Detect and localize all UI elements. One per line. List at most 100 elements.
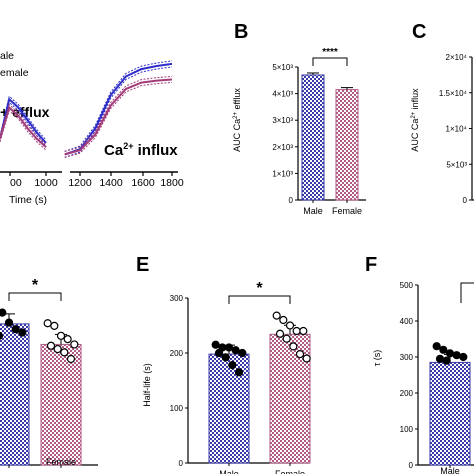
panel-label-e: E — [136, 254, 149, 276]
y-tick-label: 5×10³ — [272, 63, 293, 72]
y-tick-label: 400 — [400, 317, 414, 326]
data-point-male — [221, 353, 230, 362]
efflux-male-line — [0, 95, 47, 141]
data-point-male — [439, 345, 448, 354]
influx-female-line — [64, 76, 173, 152]
y-tick-label: 100 — [400, 425, 414, 434]
data-point-male — [224, 343, 234, 352]
influx-female-line — [64, 82, 173, 158]
y-tick-label: 5×10³ — [446, 160, 467, 169]
data-point-male — [228, 361, 237, 370]
panel-b: B AUC Ca2+ efflux 0 1×10³ 2×10³ 3×10³ 4×10³ 5… — [232, 21, 366, 216]
data-point-male — [4, 318, 14, 327]
data-point-male — [445, 349, 455, 358]
influx-male-line — [64, 60, 173, 152]
y-tick-label: 200 — [170, 349, 184, 358]
y-tick-label: 200 — [400, 389, 414, 398]
x-tick-label: Female — [275, 469, 305, 474]
significance-bracket — [228, 295, 291, 304]
data-point-male — [432, 342, 441, 351]
y-tick-label: 0 — [289, 196, 294, 205]
panel-c: C AUC Ca2+ influx 0 5×10³ 1×10⁴ 1.5×10⁴ 2×10… — [410, 21, 474, 205]
panel-label-c: C — [412, 21, 426, 43]
x-tick-label: 1400 — [99, 177, 123, 189]
y-tick-label: 100 — [170, 404, 184, 413]
significance-bracket — [312, 57, 348, 66]
significance-label: * — [256, 280, 263, 297]
x-tick-label: 1600 — [131, 177, 155, 189]
data-point-female — [70, 340, 79, 349]
y-tick-label: 0 — [463, 196, 468, 205]
y-axis-label: τ (s) — [372, 350, 382, 367]
panel-f: F τ (s) 0 100 200 300 400 500 Male — [365, 254, 474, 474]
y-tick-label: 300 — [170, 294, 184, 303]
data-point-male — [214, 348, 224, 358]
data-point-female — [292, 326, 301, 336]
bar-female — [40, 343, 82, 466]
significance-bracket — [8, 292, 62, 301]
bar-chart-b: 0 1×10³ 2×10³ 3×10³ 4×10³ 5×10³ Male Female **** — [272, 47, 366, 216]
panel-label-b: B — [234, 21, 248, 43]
data-point-male — [11, 325, 20, 334]
panel-label-f: F — [365, 254, 377, 276]
data-point-male — [0, 308, 7, 317]
efflux-female-line — [0, 103, 47, 145]
efflux-male-line — [0, 101, 47, 147]
x-tick-label: Female — [46, 457, 76, 467]
influx-male-line — [64, 62, 173, 156]
data-point-female — [50, 321, 59, 330]
bar-male — [429, 361, 471, 466]
panel-d: Female * — [0, 277, 98, 468]
data-point-female — [279, 315, 288, 325]
data-point-female — [299, 326, 308, 336]
x-tick-label: Male — [219, 469, 239, 474]
legend-female: emale — [0, 67, 29, 79]
y-tick-label: 0 — [409, 461, 414, 470]
significance-bracket — [460, 282, 474, 303]
bar-chart-c: 0 5×10³ 1×10⁴ 1.5×10⁴ 2×10⁴ — [439, 53, 474, 205]
time-course-lines — [0, 60, 173, 158]
influx-annotation: Ca2+ influx — [104, 141, 178, 159]
data-point-female — [275, 329, 285, 338]
y-tick-label: 0 — [179, 459, 184, 468]
y-tick-label: 3×10³ — [272, 116, 293, 125]
x-tick-label: 1800 — [160, 177, 184, 189]
data-point-female — [66, 354, 76, 364]
x-axis-label: Time (s) — [9, 194, 47, 206]
data-point-female — [282, 334, 291, 343]
data-point-female — [295, 350, 305, 359]
y-axis-label: AUC Ca2+ efflux — [232, 88, 242, 152]
bar-female — [335, 89, 359, 201]
efflux-female-line — [0, 109, 47, 151]
x-ticks — [9, 172, 173, 176]
y-tick-label: 1×10³ — [272, 169, 293, 178]
x-tick-label: Male — [303, 206, 323, 216]
panel-a: ale emale + efflux Ca2+ influx 00 1000 1… — [0, 50, 184, 206]
bar-chart-d: Female * — [0, 277, 98, 468]
data-point-male — [459, 352, 468, 362]
bar-male — [0, 323, 30, 466]
data-point-female — [302, 354, 311, 363]
data-point-female — [43, 319, 52, 328]
x-tick-label: 1000 — [34, 177, 58, 189]
significance-label: **** — [322, 47, 338, 58]
y-tick-label: 2×10⁴ — [446, 53, 468, 62]
data-point-female — [285, 321, 295, 330]
x-tick-label: Female — [332, 206, 362, 216]
data-point-male — [452, 351, 461, 360]
efflux-female-line — [0, 105, 47, 148]
data-point-male — [231, 346, 240, 355]
x-tick-label: Male — [440, 466, 460, 474]
y-tick-label: 4×10³ — [272, 90, 293, 99]
data-point-male — [18, 328, 27, 337]
data-point-male — [0, 331, 4, 340]
influx-female-line — [64, 78, 173, 156]
y-tick-label: 500 — [400, 281, 414, 290]
efflux-male-line — [0, 97, 47, 144]
data-point-female — [289, 342, 298, 351]
data-point-male — [442, 356, 451, 365]
y-tick-label: 1×10⁴ — [446, 125, 468, 134]
data-point-male — [238, 348, 247, 358]
legend: ale emale — [0, 50, 29, 79]
